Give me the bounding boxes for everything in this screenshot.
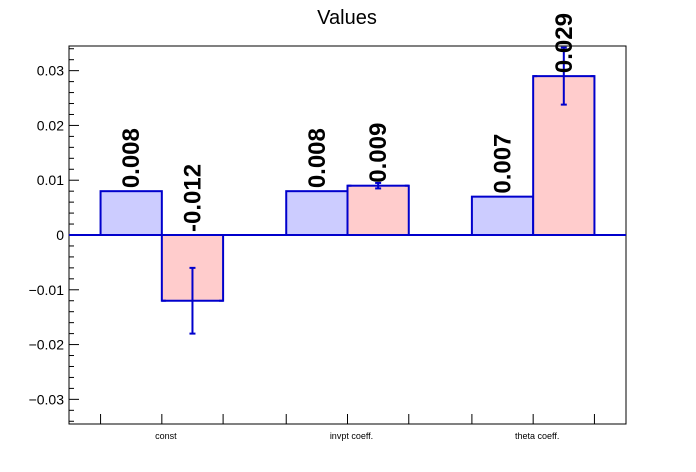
x-tick-label: theta coeff. <box>515 431 559 441</box>
data-label: 0.009 <box>365 123 392 183</box>
data-label: 0.008 <box>304 128 331 188</box>
bar <box>346 184 410 236</box>
chart-title: Values <box>317 7 377 29</box>
data-label: 0.008 <box>118 128 145 188</box>
y-tick-label: 0 <box>56 227 64 243</box>
y-tick-label: −0.02 <box>29 337 65 353</box>
x-tick-label: invpt coeff. <box>330 431 373 441</box>
bar <box>470 195 535 236</box>
bar <box>285 190 349 237</box>
bars <box>99 75 596 302</box>
x-tick-label: const <box>155 431 177 441</box>
y-tick-label: −0.01 <box>29 282 65 298</box>
y-tick-label: 0.02 <box>37 117 64 133</box>
data-label: 0.007 <box>490 134 517 194</box>
y-tick-label: 0.03 <box>37 63 64 79</box>
x-axis: const invpt coeff. theta coeff. <box>100 414 595 441</box>
data-label: -0.012 <box>179 164 206 232</box>
data-labels: 0.008 0.008 0.007 -0.012 0.009 0.029 <box>118 13 578 232</box>
bar <box>99 190 163 237</box>
y-axis: −0.03 −0.02 −0.01 0 0.01 0.02 0.03 <box>29 48 79 422</box>
y-tick-label: 0.01 <box>37 172 64 188</box>
error-bars <box>161 46 595 335</box>
y-tick-label: −0.03 <box>29 391 65 407</box>
data-label: 0.029 <box>551 13 578 73</box>
